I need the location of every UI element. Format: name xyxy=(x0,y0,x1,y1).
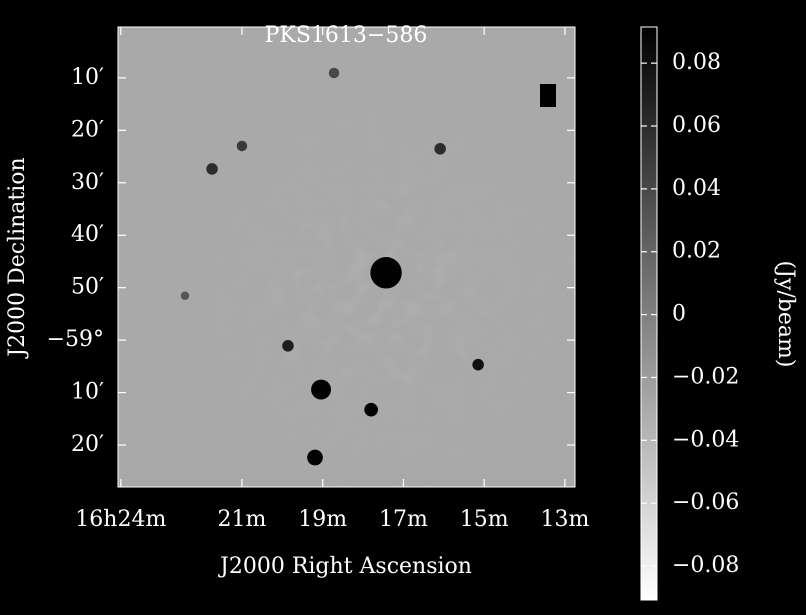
x-tick-label: 16h24m xyxy=(75,507,166,532)
source xyxy=(206,163,218,175)
x-tick-label: 15m xyxy=(460,507,509,532)
source xyxy=(364,402,378,417)
colorbar-tick-label: 0.04 xyxy=(672,176,721,201)
source xyxy=(472,358,484,371)
y-tick-label: 40′ xyxy=(71,222,104,247)
source xyxy=(307,449,323,466)
source xyxy=(328,67,340,79)
x-tick-label: 13m xyxy=(540,507,589,532)
colorbar-tick-label: −0.06 xyxy=(672,490,739,515)
y-tick-label: 50′ xyxy=(71,275,104,300)
colorbar-tick-label: −0.08 xyxy=(672,553,739,578)
colorbar-tick-label: 0.06 xyxy=(672,113,721,138)
colorbar-tick-label: 0 xyxy=(672,302,686,327)
colorbar-tick-label: −0.02 xyxy=(672,364,739,389)
colorbar-label: (Jy/beam) xyxy=(773,261,798,368)
y-axis-label: J2000 Declination xyxy=(5,157,30,358)
source xyxy=(370,257,402,289)
y-tick-label: 20′ xyxy=(71,432,104,457)
source xyxy=(236,140,248,152)
x-tick-label: 19m xyxy=(298,507,347,532)
image-noise xyxy=(118,27,575,487)
colorbar-tick-label: −0.04 xyxy=(672,427,739,452)
source xyxy=(180,291,190,300)
y-tick-label: −59° xyxy=(47,327,104,352)
beam xyxy=(540,84,556,107)
colorbar-tick-label: 0.02 xyxy=(672,239,721,264)
colorbar-tick-label: 0.08 xyxy=(672,50,721,75)
y-tick-label: 30′ xyxy=(71,170,104,195)
colorbar xyxy=(640,26,658,601)
x-tick-label: 17m xyxy=(379,507,428,532)
source xyxy=(282,340,294,352)
y-tick-label: 10′ xyxy=(71,65,104,90)
x-axis-label: J2000 Right Ascension xyxy=(218,554,472,579)
x-tick-label: 21m xyxy=(218,507,267,532)
source xyxy=(311,379,332,400)
y-tick-label: 20′ xyxy=(71,117,104,142)
chart-title: PKS1613−586 xyxy=(265,23,428,48)
y-tick-label: 10′ xyxy=(71,380,104,405)
source xyxy=(434,143,446,155)
plot-frame xyxy=(117,26,576,488)
